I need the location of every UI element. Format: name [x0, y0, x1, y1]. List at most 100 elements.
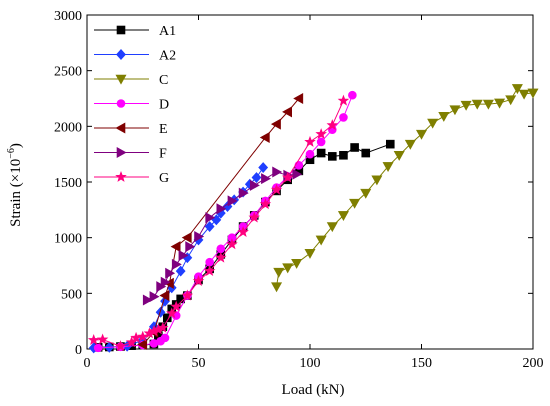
data-point	[114, 340, 127, 352]
data-point	[471, 99, 483, 110]
data-point	[282, 263, 294, 274]
data-point	[361, 148, 371, 158]
data-point	[350, 143, 359, 152]
data-point	[527, 88, 539, 99]
data-point	[261, 173, 272, 185]
y-axis-title: Strain (×10−6)	[6, 143, 24, 227]
data-point	[136, 330, 149, 342]
x-tick-label: 50	[192, 356, 206, 371]
data-point	[270, 183, 283, 195]
series-line	[276, 87, 534, 287]
data-point	[271, 282, 283, 293]
data-point	[291, 258, 303, 269]
y-tick-label: 3000	[54, 9, 82, 24]
y-tick-label: 1500	[54, 176, 82, 191]
data-point	[292, 168, 303, 180]
data-point	[282, 106, 293, 118]
data-point	[385, 139, 395, 149]
data-point	[178, 249, 189, 261]
data-point	[194, 231, 205, 243]
legend-entry: A1	[94, 24, 176, 39]
data-point	[159, 290, 170, 302]
legend-marker	[116, 25, 126, 35]
x-tick-label: 0	[84, 356, 91, 371]
series-line	[93, 100, 344, 347]
data-point	[415, 129, 428, 140]
series-line	[98, 95, 353, 349]
data-point	[163, 277, 174, 289]
legend-entry: F	[94, 147, 167, 162]
legend-label: C	[159, 73, 168, 88]
data-point	[273, 267, 285, 278]
data-point	[348, 90, 357, 100]
data-point	[93, 343, 103, 353]
data-point	[203, 265, 216, 276]
data-point	[216, 203, 227, 215]
y-axis-title-exponent: −6	[6, 148, 17, 159]
data-point	[337, 211, 349, 222]
legend-label: D	[159, 98, 169, 113]
data-point	[393, 150, 405, 161]
legend-entry: C	[94, 73, 168, 88]
data-point	[315, 235, 327, 246]
data-point	[304, 248, 316, 259]
legend-entry: G	[94, 170, 169, 186]
y-tick-label: 1000	[54, 232, 82, 247]
data-point	[293, 92, 304, 105]
data-point	[360, 188, 372, 199]
series-d	[93, 90, 357, 353]
x-axis-title: Load (kN)	[282, 382, 345, 398]
legend-label: A1	[159, 24, 176, 39]
data-point	[482, 99, 494, 110]
data-point	[96, 333, 109, 345]
data-point	[181, 289, 194, 301]
x-tick-label: 150	[411, 356, 432, 371]
series-line	[98, 143, 391, 348]
data-point	[216, 244, 226, 254]
data-point	[192, 275, 205, 286]
data-point	[137, 339, 148, 351]
data-point	[327, 152, 337, 161]
data-point	[149, 291, 160, 303]
data-point	[304, 135, 316, 147]
data-point	[460, 100, 472, 111]
data-point	[155, 306, 166, 318]
data-point	[259, 198, 272, 210]
series-line	[142, 98, 300, 345]
legend-marker	[115, 74, 127, 85]
data-point	[142, 294, 153, 306]
data-point	[316, 137, 326, 147]
legend-marker	[116, 49, 126, 60]
legend-marker	[115, 170, 127, 182]
data-point	[205, 257, 214, 267]
data-point	[326, 119, 339, 131]
data-point	[259, 131, 270, 143]
y-tick-label: 0	[75, 343, 82, 358]
data-point	[205, 212, 216, 224]
data-point	[204, 221, 215, 232]
data-point	[316, 148, 326, 158]
data-point	[175, 265, 186, 277]
y-tick-label: 2000	[54, 120, 82, 135]
legend-marker	[116, 146, 127, 159]
data-point	[438, 112, 450, 122]
data-point	[427, 118, 439, 129]
data-point	[505, 95, 517, 106]
legend-marker	[115, 122, 126, 134]
data-point	[511, 84, 523, 95]
data-point	[87, 334, 100, 345]
data-point	[248, 211, 261, 223]
data-point	[170, 300, 182, 312]
data-point	[227, 195, 238, 207]
data-point	[315, 128, 327, 140]
series-layer	[87, 84, 539, 354]
data-point	[237, 226, 249, 237]
legend-label: G	[159, 171, 169, 186]
data-point	[226, 238, 238, 250]
data-point	[382, 162, 394, 173]
series-a1	[93, 139, 395, 352]
data-point	[305, 149, 315, 159]
